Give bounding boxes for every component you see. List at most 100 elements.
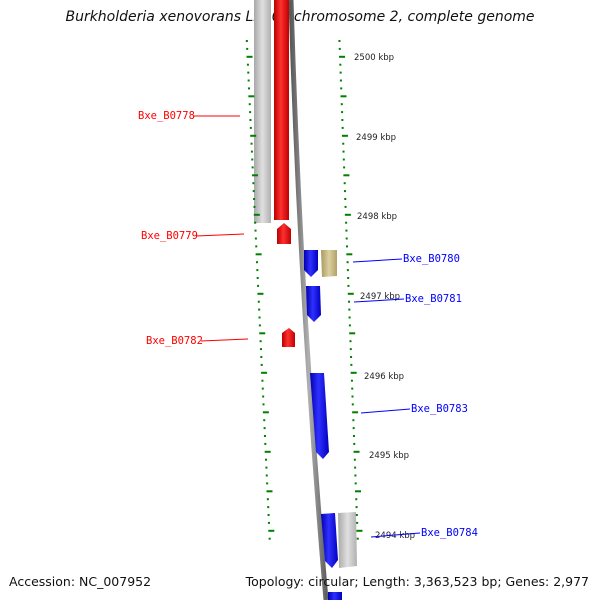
gene-label-leader [353,298,405,303]
gene-label-bxe_b0780[interactable]: Bxe_B0780 [403,253,460,265]
tick-mark [347,284,350,287]
tick-mark [354,466,357,469]
gene-glyph-bxe_b0782[interactable] [282,328,295,347]
tick-mark [262,395,265,398]
tick-mark [250,134,257,137]
tick-mark [252,190,255,193]
tick-mark [343,190,346,193]
tick-mark [266,482,269,485]
gene-glyph-bxe_b0778[interactable] [274,0,289,220]
tick-mark [352,435,355,437]
tick-mark [259,348,262,351]
tick-mark [350,356,353,358]
tick-mark [249,119,252,121]
tick-label-kbp: 2498 kbp [357,212,397,222]
tick-mark [250,142,253,145]
tick-mark [249,126,252,129]
tick-label-kbp: 2497 kbp [360,292,400,302]
tick-mark [345,229,348,232]
tick-mark [248,103,251,106]
tick-label-kbp: 2495 kbp [369,451,409,461]
tick-mark [268,529,275,532]
tick-mark [353,442,356,445]
tick-mark [258,308,261,311]
gene-glyph-partial [328,592,342,600]
tick-mark [255,261,258,264]
tick-mark [338,47,341,50]
chromosome-backbone [288,0,329,600]
tick-label-kbp: 2499 kbp [356,133,396,143]
gene-label-bxe_b0781[interactable]: Bxe_B0781 [405,293,462,305]
tick-mark [260,356,263,358]
gene-label-bxe_b0784[interactable]: Bxe_B0784 [421,527,478,539]
tick-mark [248,95,255,98]
tick-mark [343,174,350,177]
gene-glyph-bxe_b0783[interactable] [310,373,329,459]
tick-mark [348,324,351,327]
tick-mark [338,40,341,42]
gene-glyph-bxe_b0784[interactable] [321,513,338,568]
tick-mark [341,111,344,114]
gene-label-bxe_b0778[interactable]: Bxe_B0778 [138,110,195,122]
tick-mark [345,237,348,240]
tick-mark [265,474,268,477]
tick-mark [354,482,357,485]
tick-mark [346,269,349,272]
tick-mark [255,245,258,248]
gene-label-bxe_b0783[interactable]: Bxe_B0783 [411,403,468,415]
tick-mark [253,198,256,200]
tick-mark [347,277,350,279]
tick-mark [253,205,256,208]
tick-mark [349,348,352,351]
gene-label-bxe_b0782[interactable]: Bxe_B0782 [146,335,203,347]
gene-label-leader [195,233,245,237]
tick-mark [253,213,260,216]
tick-mark [247,71,250,74]
tick-mark [344,213,351,216]
tick-mark [339,55,346,58]
tick-mark [266,490,273,493]
tick-mark [259,332,266,335]
gene-glyph-bxe_b0779[interactable] [277,223,291,244]
tick-mark [257,292,264,295]
tick-mark [246,55,253,58]
tick-mark [348,316,351,319]
tick-mark [256,277,259,279]
tick-mark [257,300,260,303]
tick-mark [265,466,268,469]
tick-mark [248,87,251,90]
tick-mark [346,245,349,248]
tick-mark [266,498,269,501]
gene-glyph-bxe_b0781[interactable] [306,286,321,322]
tick-mark [339,71,342,74]
tick-mark [251,158,254,161]
tick-mark [256,269,259,272]
gene-label-leader [370,532,421,538]
misc-feature-tan [321,250,337,277]
tick-mark [351,395,354,398]
tick-mark [265,458,268,461]
tick-mark [351,403,354,406]
tick-mark [343,166,346,169]
tick-mark [251,174,258,177]
tick-mark [354,490,361,493]
tick-mark [353,450,360,453]
tick-mark [339,63,342,66]
tick-mark [250,150,253,153]
tick-mark [352,411,359,414]
tick-mark [350,379,353,382]
tick-mark [246,47,249,50]
tick-mark [351,387,354,390]
gene-layer [274,0,342,600]
tick-label-kbp: 2500 kbp [354,53,394,63]
gene-glyph-bxe_b0780[interactable] [304,250,318,277]
tick-mark [349,340,352,343]
gene-label-bxe_b0779[interactable]: Bxe_B0779 [141,230,198,242]
tick-mark [263,435,266,437]
tick-mark [350,371,357,374]
tick-mark [342,158,345,161]
tick-mark [350,363,353,366]
tick-mark [263,427,266,430]
tick-mark [355,514,358,516]
tick-mark [346,253,353,256]
